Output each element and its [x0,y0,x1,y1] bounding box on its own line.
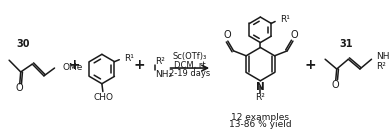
Text: 2-19 days: 2-19 days [169,69,211,78]
Text: NH₂: NH₂ [155,70,172,79]
Text: NH: NH [376,52,390,61]
Text: 12 examples: 12 examples [231,113,289,122]
Text: OMe: OMe [62,63,83,72]
Text: +: + [68,58,80,72]
Text: 13-86 % yield: 13-86 % yield [229,120,292,129]
Text: R²: R² [256,93,265,102]
Text: DCM, rt: DCM, rt [174,61,206,70]
Text: 30: 30 [16,38,29,49]
Text: O: O [290,30,298,40]
Text: N: N [256,82,265,92]
Text: +: + [305,58,316,72]
Text: 31: 31 [339,38,353,49]
Text: O: O [16,83,24,93]
Text: +: + [134,58,145,72]
Text: O: O [223,30,230,40]
Text: R²: R² [155,57,165,66]
Text: CHO: CHO [94,93,114,102]
Text: O: O [332,80,339,90]
Text: R¹: R¹ [280,15,290,24]
Text: R²: R² [376,62,386,71]
Text: R¹: R¹ [124,54,134,63]
Text: Sc(OTf)₃: Sc(OTf)₃ [173,52,207,61]
